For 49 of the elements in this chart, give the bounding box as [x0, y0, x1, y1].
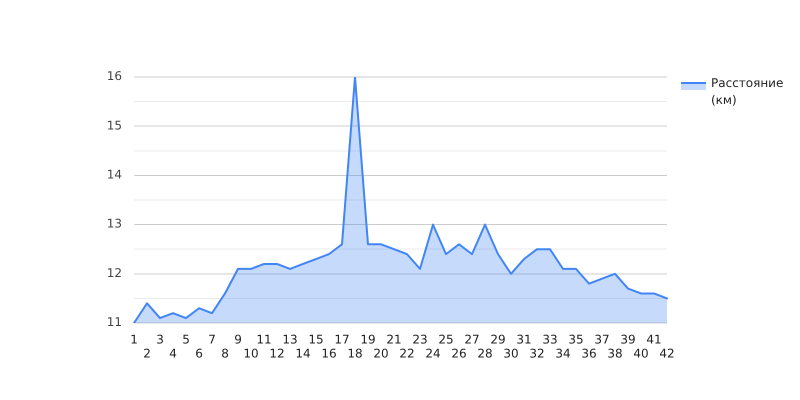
x-tick-label: 27: [464, 332, 480, 346]
x-tick-label: 31: [516, 332, 532, 346]
x-tick-label: 33: [542, 332, 558, 346]
x-tick-label: 41: [646, 332, 662, 346]
x-tick-label: 13: [282, 332, 298, 346]
x-tick-label: 10: [243, 346, 259, 361]
x-tick-label: 20: [373, 346, 389, 361]
x-tick-label: 7: [208, 332, 216, 346]
x-tick-label: 24: [425, 346, 441, 361]
x-tick-label: 34: [555, 346, 571, 361]
y-tick-label: 12: [106, 266, 122, 280]
x-tick-label: 1: [130, 332, 138, 346]
x-tick-label: 30: [503, 346, 519, 361]
x-tick-label: 32: [529, 346, 545, 361]
x-tick-label: 17: [334, 332, 350, 346]
x-tick-label: 40: [633, 346, 649, 361]
x-tick-label: 19: [360, 332, 376, 346]
y-tick-label: 16: [106, 69, 122, 84]
legend-label: Расстояние (км): [711, 76, 784, 108]
x-tick-label: 5: [182, 332, 190, 346]
y-tick-label: 11: [106, 315, 122, 330]
x-tick-label: 18: [347, 346, 363, 361]
x-tick-label: 8: [221, 346, 229, 361]
x-tick-label: 23: [412, 332, 428, 346]
x-tick-label: 25: [438, 332, 454, 346]
x-tick-label: 4: [169, 346, 177, 361]
y-tick-label: 15: [106, 118, 122, 132]
x-tick-label: 12: [269, 346, 285, 361]
x-tick-label: 14: [295, 346, 311, 361]
x-tick-label: 3: [156, 332, 164, 346]
x-tick-label: 16: [321, 346, 337, 361]
x-tick-label: 6: [195, 346, 203, 361]
x-tick-label: 36: [581, 346, 597, 361]
x-tick-label: 22: [399, 346, 415, 361]
x-tick-label: 2: [143, 346, 151, 361]
x-tick-label: 11: [256, 332, 272, 346]
x-tick-label: 9: [234, 332, 242, 346]
x-tick-label: 37: [594, 332, 610, 346]
x-tick-label: 39: [620, 332, 636, 346]
x-tick-label: 26: [451, 346, 467, 361]
x-tick-label: 28: [477, 346, 493, 361]
x-tick-label: 38: [607, 346, 623, 361]
y-tick-label: 13: [106, 216, 122, 231]
x-tick-label: 42: [659, 346, 675, 361]
x-tick-label: 29: [490, 332, 506, 346]
x-tick-label: 15: [308, 332, 324, 346]
x-tick-label: 21: [386, 332, 402, 346]
y-tick-label: 14: [106, 168, 122, 182]
x-tick-label: 35: [568, 332, 584, 346]
